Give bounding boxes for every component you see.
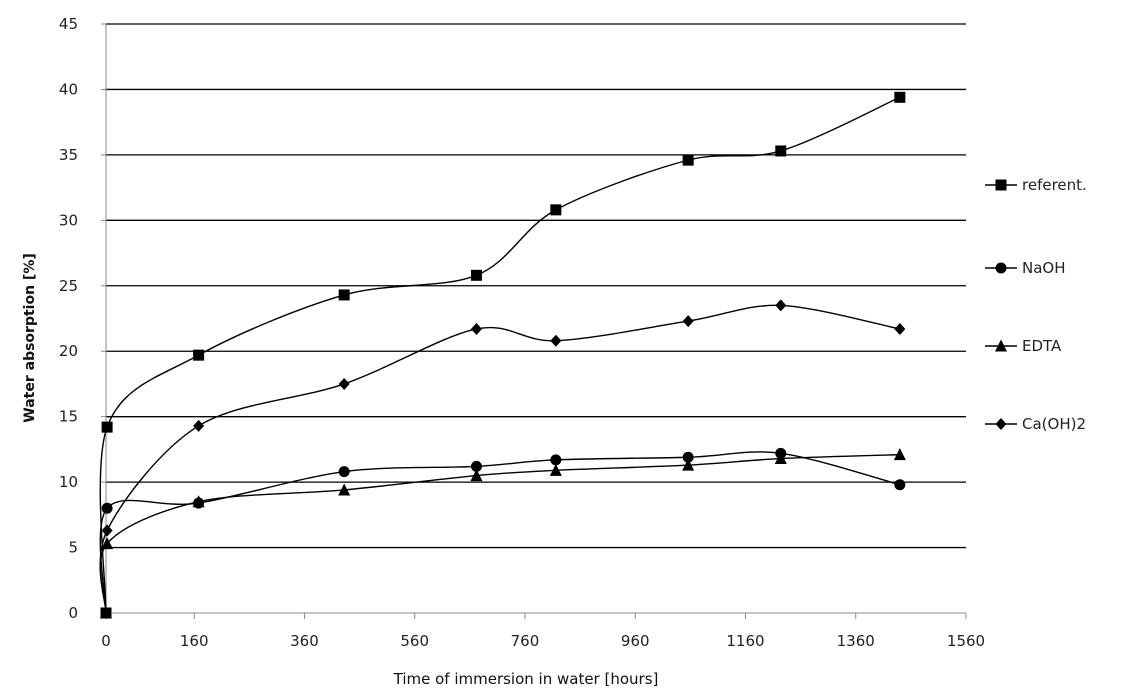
data-point-triangle — [893, 448, 906, 461]
data-point-triangle — [101, 537, 114, 550]
data-point-diamond — [101, 524, 113, 537]
x-tick-label: 0 — [101, 632, 111, 650]
y-tick-label: 35 — [59, 146, 78, 164]
data-point-circle — [338, 466, 350, 478]
x-tick-label: 1360 — [837, 632, 875, 650]
data-point-square — [338, 289, 350, 301]
data-point-diamond — [682, 315, 694, 328]
legend-marker-circle — [995, 262, 1007, 274]
data-point-circle — [550, 454, 562, 466]
legend-label: Ca(OH)2 — [1022, 415, 1086, 433]
data-point-diamond — [193, 419, 205, 432]
y-tick-label: 30 — [59, 211, 78, 229]
series-line — [99, 451, 901, 614]
data-point-triangle — [192, 495, 205, 508]
data-point-triangle — [549, 463, 562, 476]
data-point-circle — [894, 479, 906, 491]
legend-item: NaOH — [985, 259, 1066, 277]
data-point-triangle — [774, 452, 787, 465]
legend-marker-diamond — [995, 418, 1007, 430]
y-tick-label: 20 — [59, 342, 78, 360]
legend-marker-triangle — [995, 339, 1007, 352]
data-point-circle — [470, 460, 482, 472]
x-tick-label: 160 — [180, 632, 209, 650]
x-tick-label: 560 — [400, 632, 429, 650]
y-tick-label: 45 — [59, 15, 78, 33]
data-point-square — [101, 421, 113, 433]
y-tick-label: 15 — [59, 408, 78, 426]
y-tick-label: 40 — [59, 80, 78, 98]
y-axis-title: Water absorption [%] — [22, 253, 38, 422]
data-point-square — [470, 269, 482, 281]
axes: 0 5 10 15 20 25 30 35 40 45 0 160 360 560 760 960 1160 13… — [59, 15, 985, 650]
data-point-diamond — [100, 607, 112, 619]
legend-marker-square — [995, 179, 1007, 191]
legend-item: referent. — [985, 176, 1087, 194]
x-axis-title: Time of immersion in water [hours] — [393, 670, 659, 688]
gridlines — [106, 23, 966, 549]
series-line — [99, 96, 901, 614]
series-line — [99, 304, 900, 614]
data-point-triangle — [470, 469, 483, 482]
data-point-diamond — [894, 322, 906, 335]
series-square — [99, 91, 906, 619]
legend-label: NaOH — [1022, 259, 1066, 277]
data-point-square — [894, 91, 906, 103]
data-point-diamond — [550, 334, 562, 347]
series-lines — [99, 91, 906, 619]
legend-label: referent. — [1022, 176, 1087, 194]
y-tick-label: 0 — [68, 604, 78, 622]
x-tick-label: 960 — [621, 632, 650, 650]
data-point-diamond — [470, 322, 482, 335]
y-tick-label: 25 — [59, 277, 78, 295]
legend-item: Ca(OH)2 — [985, 415, 1086, 433]
data-point-triangle — [338, 483, 351, 496]
legend-label: EDTA — [1022, 337, 1062, 355]
series-diamond — [99, 299, 906, 619]
data-point-square — [775, 145, 787, 157]
data-point-triangle — [682, 458, 695, 471]
data-point-square — [550, 204, 562, 216]
y-tick-label: 5 — [68, 539, 78, 557]
legend-item: EDTA — [985, 337, 1062, 355]
x-tick-label: 1160 — [726, 632, 764, 650]
series-line — [99, 453, 900, 614]
x-tick-label: 1560 — [947, 632, 985, 650]
legend: referent. NaOH EDTA Ca(OH)2 — [985, 176, 1087, 433]
data-point-square — [682, 154, 694, 166]
y-tick-label: 10 — [59, 473, 78, 491]
data-point-diamond — [775, 299, 787, 312]
data-point-circle — [682, 451, 694, 463]
series-circle — [99, 447, 906, 619]
series-triangle — [99, 448, 906, 619]
data-point-square — [193, 349, 205, 361]
x-tick-label: 760 — [511, 632, 540, 650]
x-tick-label: 360 — [290, 632, 319, 650]
data-point-diamond — [338, 377, 350, 390]
data-point-circle — [101, 502, 113, 514]
